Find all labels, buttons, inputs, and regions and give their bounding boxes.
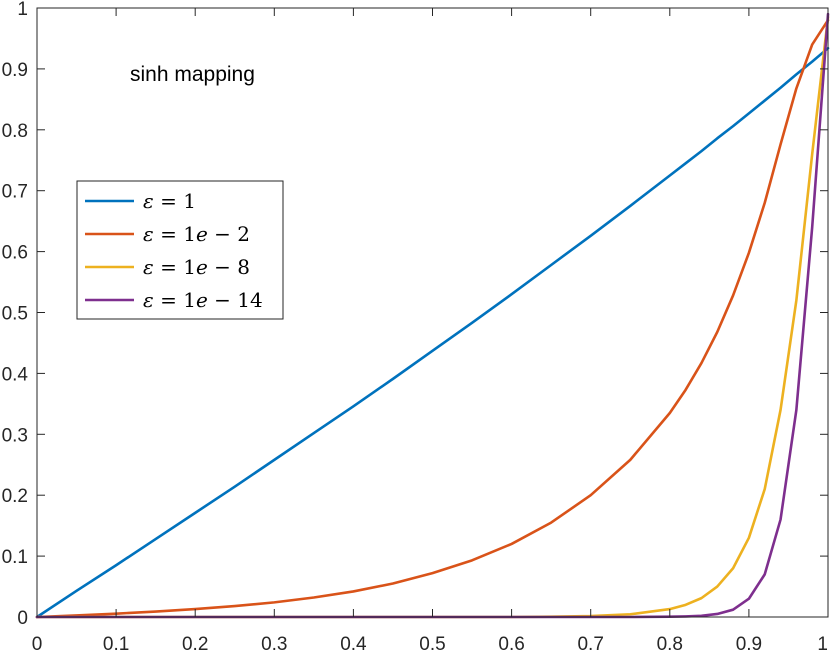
y-tick-label: 0.5 xyxy=(2,304,28,325)
y-tick-label: 0.3 xyxy=(2,425,28,446)
legend-label-part: − 2 xyxy=(208,222,250,246)
x-tick-label: 0 xyxy=(32,634,43,655)
series-line-1 xyxy=(35,46,830,619)
legend-label-part: ε xyxy=(143,189,154,213)
legend-label-part: e xyxy=(196,288,208,312)
x-tick-label: 0.7 xyxy=(577,634,603,655)
y-tick-label: 1 xyxy=(17,0,28,20)
y-tick-label: 0.7 xyxy=(2,182,28,203)
legend-label-1: ε = 1 xyxy=(143,189,196,213)
y-tick-label: 0.8 xyxy=(2,121,28,142)
legend-label-part: ε xyxy=(143,255,154,279)
legend-label-part: = 1 xyxy=(154,255,196,279)
y-tick-label: 0.4 xyxy=(2,364,29,385)
x-tick-label: 0.4 xyxy=(340,634,367,655)
x-tick-label: 0.2 xyxy=(182,634,208,655)
legend-label-part: e xyxy=(196,222,208,246)
y-tick-label: 0.2 xyxy=(2,486,28,507)
y-tick-label: 0.9 xyxy=(2,60,28,81)
x-tick-label: 0.1 xyxy=(103,634,129,655)
legend-label-part: ε xyxy=(143,222,154,246)
legend-label-part: = 1 xyxy=(154,288,196,312)
legend-box xyxy=(76,180,284,320)
legend-label-part: − 14 xyxy=(208,288,263,312)
legend-label-2: ε = 1e − 2 xyxy=(143,222,250,246)
legend-label-3: ε = 1e − 8 xyxy=(143,255,250,279)
x-tick-label: 1 xyxy=(817,634,828,655)
y-tick-label: 0.6 xyxy=(2,243,28,264)
legend-label-part: = 1 xyxy=(154,189,196,213)
x-tick-label: 0.6 xyxy=(498,634,524,655)
legend-label-4: ε = 1e − 14 xyxy=(143,288,263,312)
legend-label-part: = 1 xyxy=(154,222,196,246)
y-axis-ticks: 0 0.1 0.2 0.3 0.4 0.5 0.6 0.7 0.8 0.9 1 xyxy=(2,0,828,629)
x-tick-label: 0.3 xyxy=(261,634,287,655)
y-tick-label: 0.1 xyxy=(2,547,28,568)
legend-label-part: ε xyxy=(143,288,154,312)
legend: ε = 1ε = 1e − 2ε = 1e − 8ε = 1e − 14 xyxy=(76,180,284,320)
legend-label-part: − 8 xyxy=(208,255,250,279)
series-line-2 xyxy=(35,18,830,619)
x-tick-label: 0.5 xyxy=(419,634,445,655)
x-axis-ticks: 0 0.1 0.2 0.3 0.4 0.5 0.6 0.7 0.8 0.9 1 xyxy=(32,8,829,655)
legend-label-part: e xyxy=(196,255,208,279)
x-tick-label: 0.9 xyxy=(736,634,762,655)
x-tick-label: 0.8 xyxy=(657,634,683,655)
chart-annotation: sinh mapping xyxy=(130,63,255,86)
y-tick-label: 0 xyxy=(17,608,28,629)
